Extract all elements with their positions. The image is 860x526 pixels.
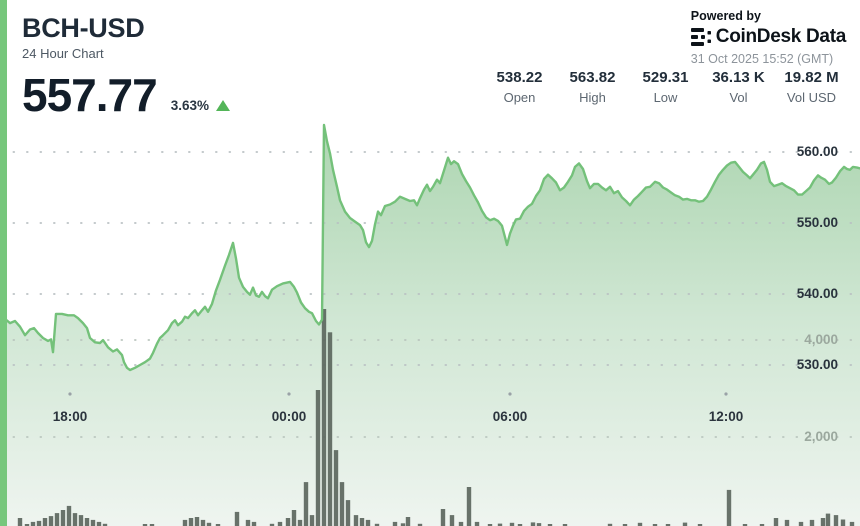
powered-by-label: Powered by xyxy=(690,9,761,23)
timestamp: 31 Oct 2025 15:52 (GMT) xyxy=(690,52,834,66)
coindesk-logo[interactable]: CoinDesk Data xyxy=(690,26,847,48)
stat-vol-usd: 19.82 M Vol USD xyxy=(775,69,848,105)
stat-value: 563.82 xyxy=(569,69,616,86)
volume-bars xyxy=(17,309,855,526)
stat-label: High xyxy=(579,90,606,105)
change-percent: 3.63% xyxy=(170,98,209,113)
x-axis-ticks xyxy=(68,392,728,396)
arrow-up-icon xyxy=(215,100,230,111)
price-area xyxy=(0,125,860,526)
stat-label: Open xyxy=(503,90,536,105)
stat-value: 529.31 xyxy=(642,69,689,86)
header-right: Powered by CoinDesk Data 31 Oct 2025 15:… xyxy=(690,9,847,66)
pair-title: BCH-USD xyxy=(22,13,145,43)
price-change: 3.63% xyxy=(171,98,230,113)
stat-value: 36.13 K xyxy=(712,69,765,86)
stat-label: Vol USD xyxy=(786,90,837,105)
coindesk-mark-icon xyxy=(690,27,711,47)
stat-label: Vol xyxy=(729,90,748,105)
gridlines xyxy=(0,151,860,439)
brand-name: CoinDesk Data xyxy=(715,26,847,47)
stat-value: 538.22 xyxy=(496,69,543,86)
stat-open: 538.22 Open xyxy=(483,69,556,105)
stat-vol: 36.13 K Vol xyxy=(702,69,775,105)
price-line xyxy=(0,123,860,372)
header-left: BCH-USD 24 Hour Chart 557.77 3.63% xyxy=(22,13,230,118)
current-price: 557.77 xyxy=(22,69,158,121)
stat-value: 19.82 M xyxy=(784,69,839,86)
chart-subtitle: 24 Hour Chart xyxy=(22,46,104,61)
stat-label: Low xyxy=(653,90,678,105)
stat-high: 563.82 High xyxy=(556,69,629,105)
stat-low: 529.31 Low xyxy=(629,69,702,105)
left-accent-stripe xyxy=(0,0,7,526)
ohlc-stats: 538.22 Open 563.82 High 529.31 Low 36.13 K Vol 1… xyxy=(483,69,848,105)
price-row: 557.77 3.63% xyxy=(22,72,230,118)
